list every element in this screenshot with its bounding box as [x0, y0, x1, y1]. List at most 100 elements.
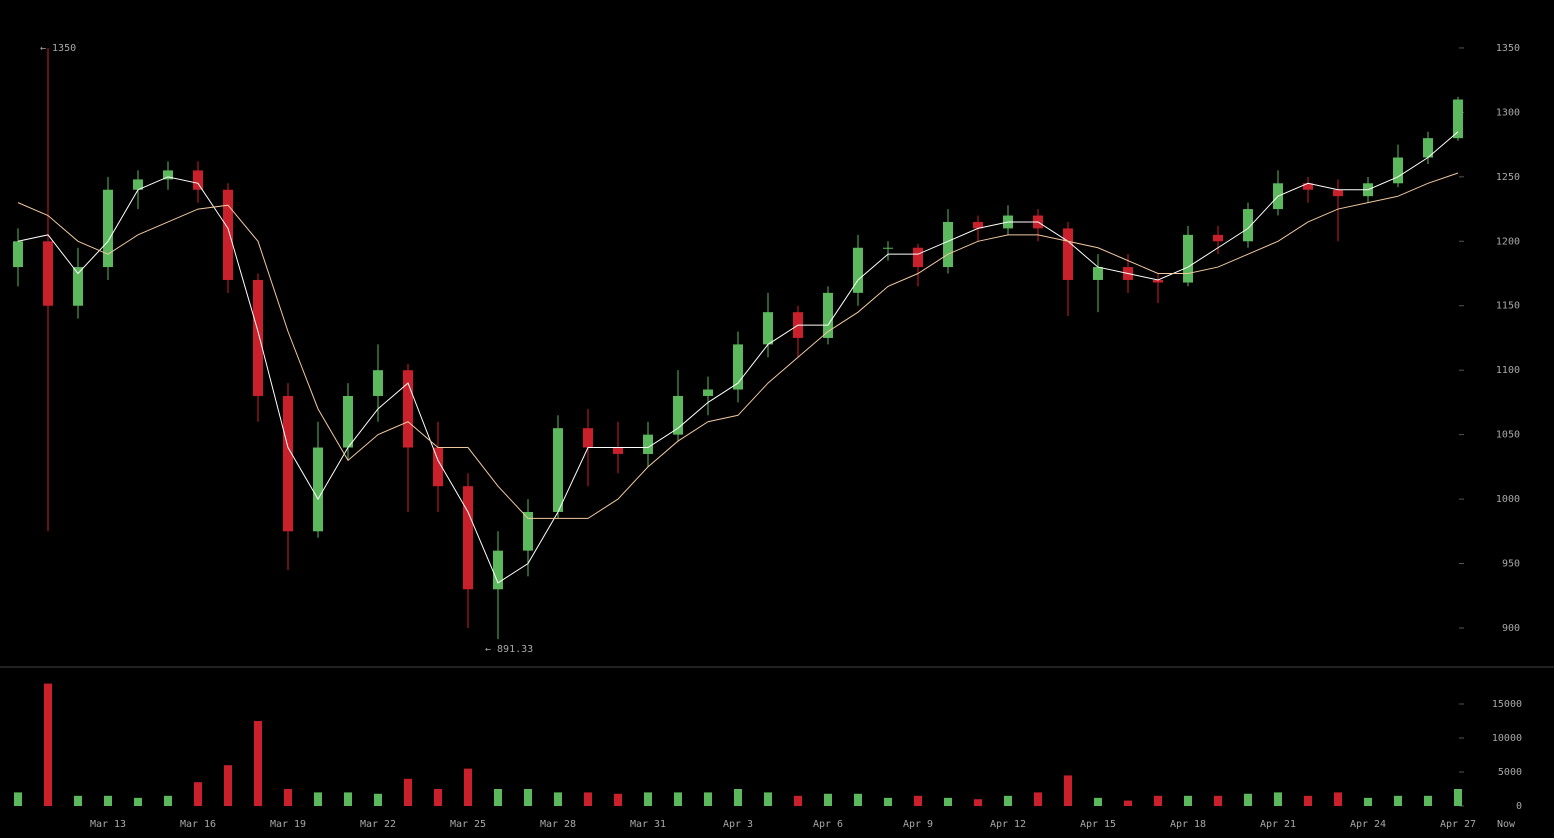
candle-body — [1393, 157, 1403, 184]
volume-bar — [344, 792, 352, 806]
volume-tick-label: 0 — [1516, 801, 1522, 812]
candle-body — [643, 434, 653, 454]
volume-bar — [254, 720, 262, 806]
volume-bar — [644, 792, 652, 806]
volume-bar — [74, 795, 82, 806]
candle-body — [523, 511, 533, 551]
volume-bar — [164, 795, 172, 806]
volume-bar — [104, 795, 112, 806]
candle-body — [403, 370, 413, 448]
x-tick-label: Mar 13 — [90, 819, 126, 830]
candle-body — [823, 292, 833, 338]
candle-body — [1063, 228, 1073, 280]
volume-bar — [1244, 793, 1252, 806]
volume-bar — [1394, 795, 1402, 806]
volume-bar — [884, 797, 892, 806]
volume-bar — [944, 797, 952, 806]
x-tick-label: Apr 27 — [1440, 819, 1476, 830]
volume-bar — [1064, 775, 1072, 806]
volume-bar — [674, 792, 682, 806]
candle-body — [1453, 99, 1463, 139]
volume-bar — [374, 793, 382, 806]
candle-body — [373, 370, 383, 396]
moving-average — [17, 131, 1459, 584]
y-tick-label: 1300 — [1496, 107, 1520, 118]
candle-body — [73, 267, 83, 306]
high-annotation: ← 1350 — [40, 43, 76, 54]
candle-body — [1423, 138, 1433, 158]
low-annotation: ← 891.33 — [485, 644, 533, 655]
moving-average — [17, 172, 1459, 519]
candle-body — [1183, 234, 1193, 283]
volume-bar — [914, 795, 922, 806]
x-tick-label: Apr 21 — [1260, 819, 1296, 830]
candle-body — [973, 221, 983, 229]
volume-bar — [704, 792, 712, 806]
candle-body — [613, 447, 623, 454]
candle-body — [943, 221, 953, 268]
candle-body — [1093, 267, 1103, 280]
volume-bar — [974, 799, 982, 806]
candle-body — [1243, 209, 1253, 242]
volume-bar — [584, 792, 592, 806]
volume-bar — [1364, 797, 1372, 806]
volume-bar — [404, 778, 412, 806]
candle-body — [463, 486, 473, 590]
x-tick-label: Apr 3 — [723, 819, 753, 830]
candle-body — [853, 247, 863, 293]
volume-bar — [1184, 795, 1192, 806]
volume-bar — [824, 793, 832, 806]
candle-body — [733, 344, 743, 390]
volume-bar — [464, 768, 472, 806]
volume-tick-label: 5000 — [1498, 767, 1522, 778]
volume-bar — [1154, 795, 1162, 806]
y-tick-label: 900 — [1502, 623, 1520, 634]
volume-bar — [1304, 795, 1312, 806]
volume-tick-label: 10000 — [1492, 733, 1522, 744]
candle-body — [1303, 183, 1313, 190]
volume-bar — [14, 792, 22, 806]
volume-bar — [794, 795, 802, 806]
candle-body — [763, 312, 773, 345]
volume-bar — [194, 782, 202, 806]
volume-bar — [1274, 792, 1282, 806]
volume-bar — [1124, 800, 1132, 806]
candle-body — [253, 279, 263, 396]
candle-body — [13, 241, 23, 268]
candle-body — [163, 170, 173, 180]
candle-body — [43, 241, 53, 306]
x-tick-label: Apr 12 — [990, 819, 1026, 830]
x-tick-label: Apr 24 — [1350, 819, 1386, 830]
candle-body — [673, 395, 683, 435]
volume-bar — [1454, 788, 1462, 806]
candle-body — [1333, 189, 1343, 197]
y-tick-label: 1350 — [1496, 43, 1520, 54]
volume-bar — [734, 788, 742, 806]
volume-tick-label: 15000 — [1492, 699, 1522, 710]
candle-body — [1213, 234, 1223, 242]
y-tick-label: 1100 — [1496, 365, 1520, 376]
volume-bar — [1334, 792, 1342, 806]
volume-bar — [1034, 792, 1042, 806]
candle-body — [193, 170, 203, 190]
y-tick-label: 1000 — [1496, 494, 1520, 505]
candle-body — [493, 550, 503, 590]
candle-body — [223, 189, 233, 280]
x-tick-label: Apr 6 — [813, 819, 843, 830]
y-tick-label: 1200 — [1496, 236, 1520, 247]
x-tick-label: Apr 15 — [1080, 819, 1116, 830]
y-tick-label: 1050 — [1496, 430, 1520, 441]
candle-body — [103, 189, 113, 268]
now-label: Now — [1497, 819, 1516, 830]
candle-body — [283, 395, 293, 532]
volume-bar — [44, 683, 52, 806]
volume-bar — [1004, 795, 1012, 806]
x-tick-label: Mar 31 — [630, 819, 666, 830]
y-tick-label: 1150 — [1496, 301, 1520, 312]
candle-body — [433, 447, 443, 487]
y-tick-label: 950 — [1502, 559, 1520, 570]
x-tick-label: Apr 18 — [1170, 819, 1206, 830]
y-tick-label: 1250 — [1496, 172, 1520, 183]
